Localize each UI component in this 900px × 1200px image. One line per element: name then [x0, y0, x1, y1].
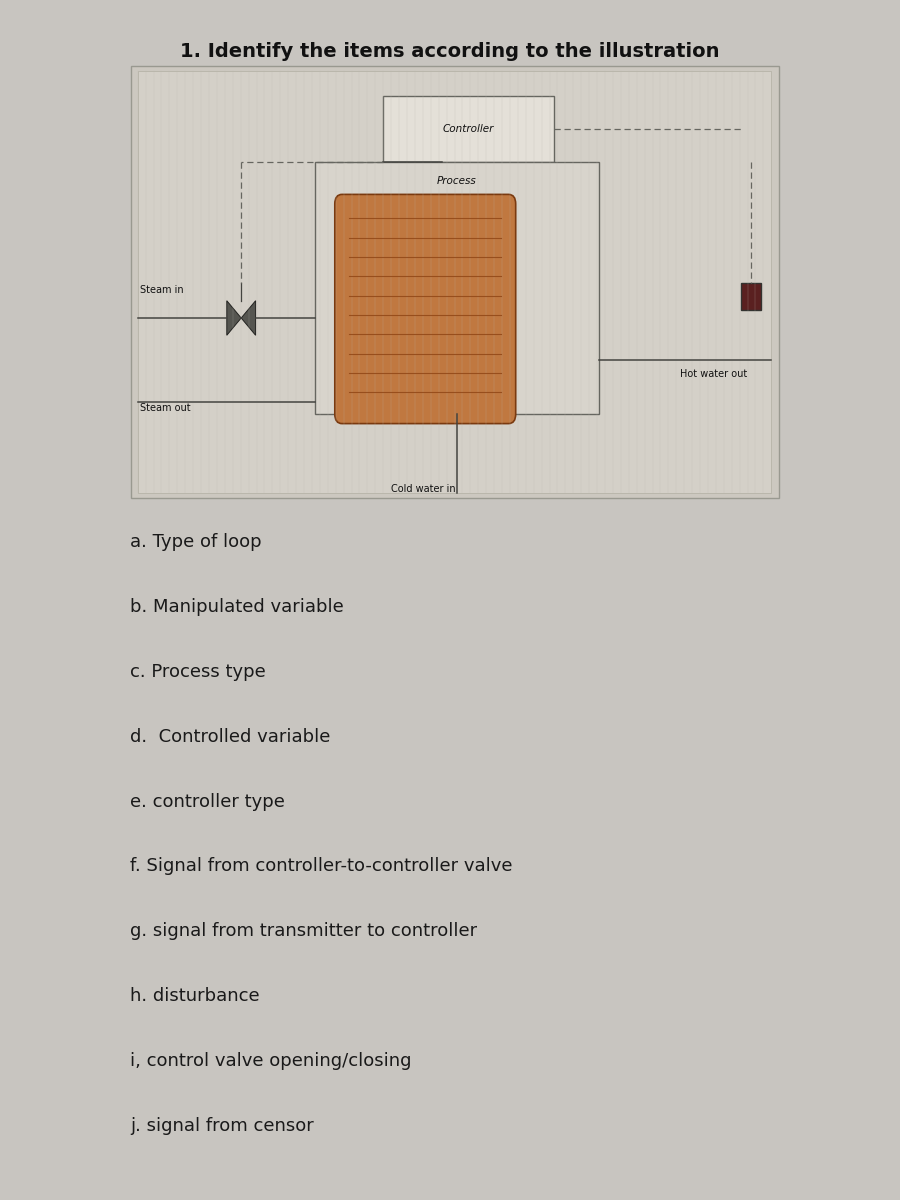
Text: Steam out: Steam out	[140, 403, 190, 413]
FancyBboxPatch shape	[130, 66, 778, 498]
Text: g. signal from transmitter to controller: g. signal from transmitter to controller	[130, 922, 478, 941]
FancyBboxPatch shape	[138, 71, 771, 493]
Polygon shape	[227, 301, 241, 335]
Text: Hot water out: Hot water out	[680, 370, 747, 379]
Text: a. Type of loop: a. Type of loop	[130, 533, 262, 551]
Text: f. Signal from controller-to-controller valve: f. Signal from controller-to-controller …	[130, 857, 513, 876]
Text: j. signal from censor: j. signal from censor	[130, 1116, 314, 1134]
Text: c. Process type: c. Process type	[130, 662, 266, 680]
Text: h. disturbance: h. disturbance	[130, 986, 260, 1004]
Text: Steam in: Steam in	[140, 286, 183, 295]
Text: 1. Identify the items according to the illustration: 1. Identify the items according to the i…	[180, 42, 720, 61]
Text: d.  Controlled variable: d. Controlled variable	[130, 727, 331, 745]
Text: Controller: Controller	[442, 124, 494, 134]
FancyBboxPatch shape	[335, 194, 516, 424]
FancyBboxPatch shape	[741, 283, 760, 310]
Text: e. controller type: e. controller type	[130, 792, 285, 810]
Polygon shape	[241, 301, 256, 335]
Text: b. Manipulated variable: b. Manipulated variable	[130, 598, 344, 616]
Text: i, control valve opening/closing: i, control valve opening/closing	[130, 1051, 412, 1070]
Text: Process: Process	[436, 176, 477, 186]
Text: Cold water in: Cold water in	[391, 484, 455, 493]
FancyBboxPatch shape	[382, 96, 554, 162]
FancyBboxPatch shape	[315, 162, 598, 414]
